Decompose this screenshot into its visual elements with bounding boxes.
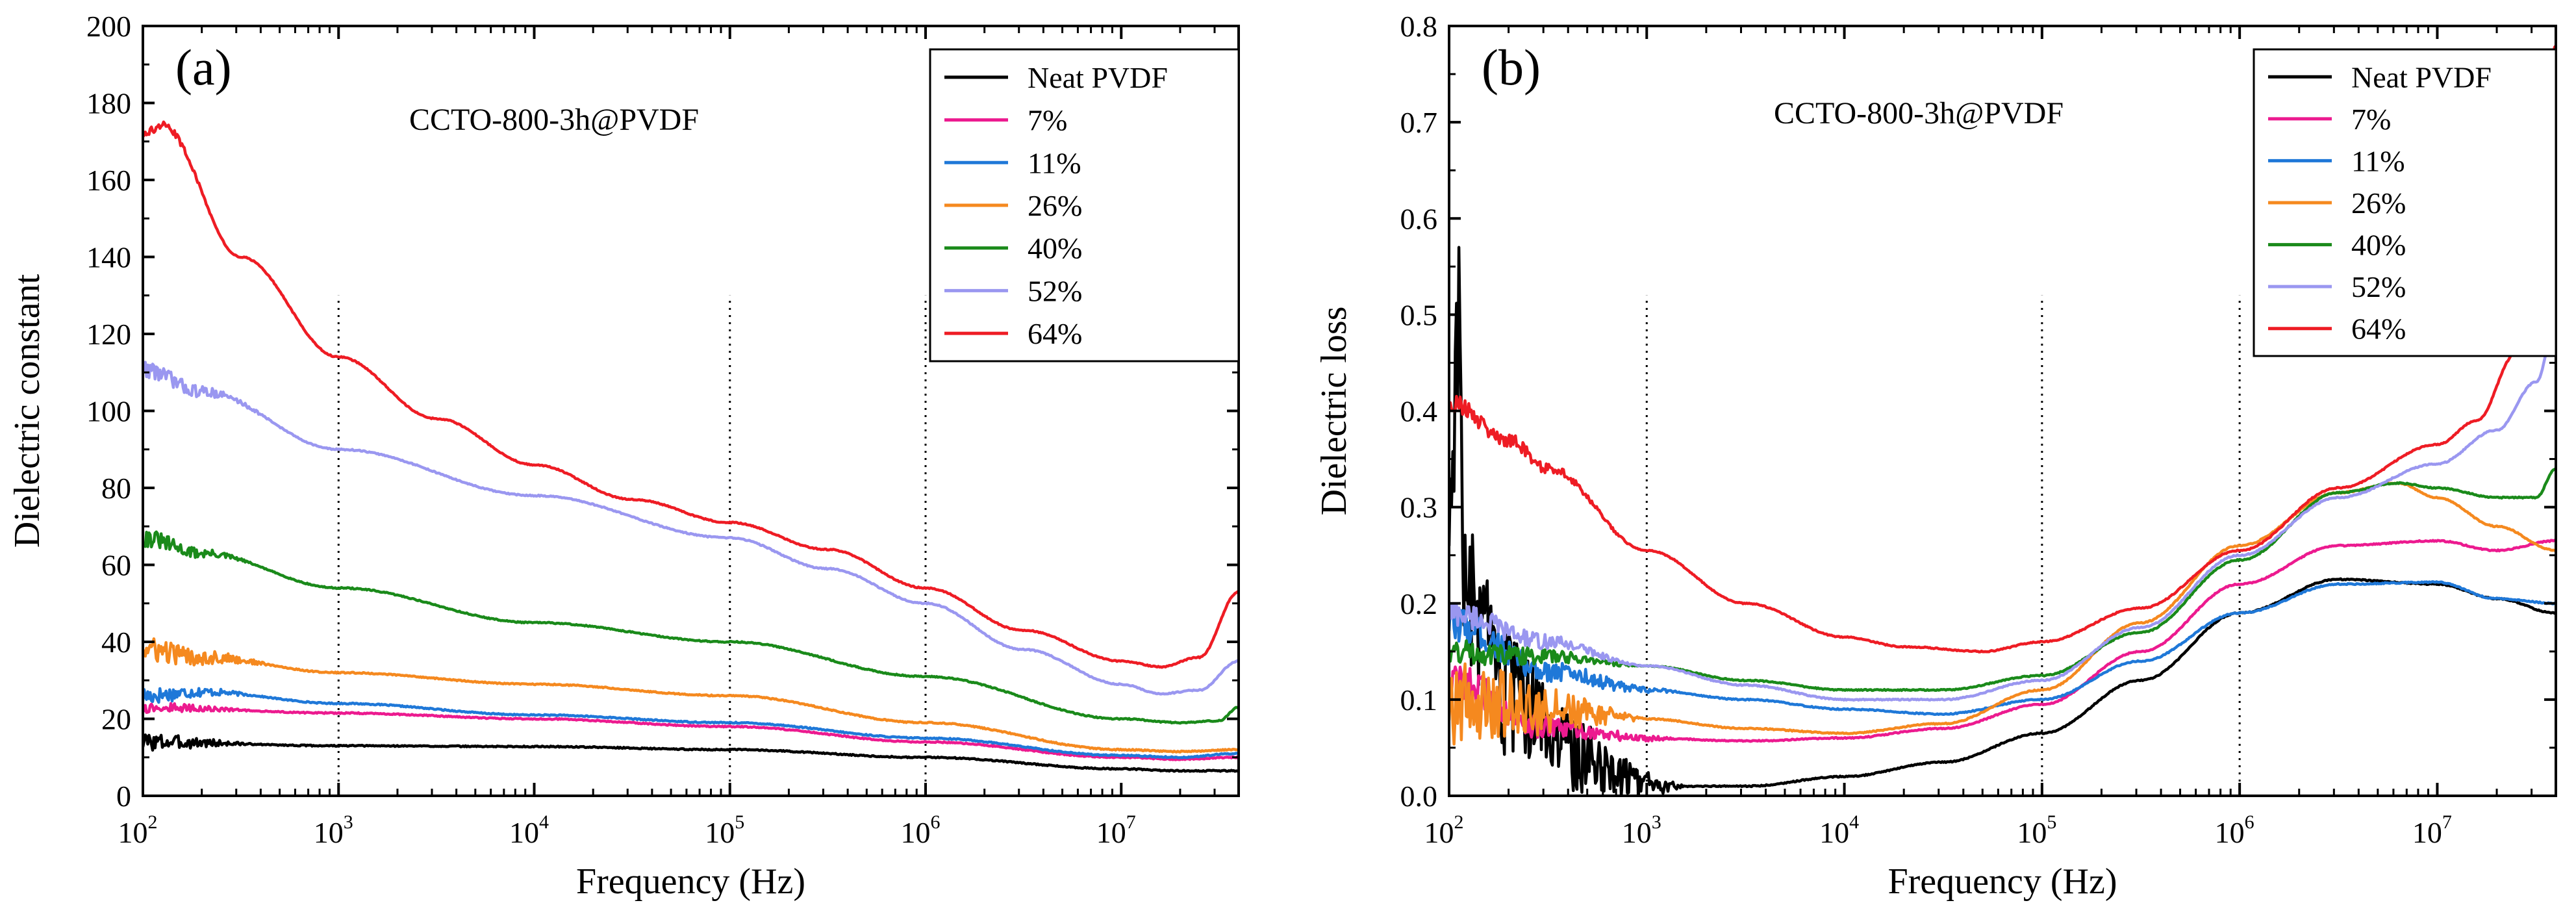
series-line-26 <box>143 637 1239 754</box>
x-tick-label: 102 <box>118 811 158 849</box>
panel-b: 0.0 0.1 0.2 0.3 0.4 0.5 0.6 0.7 0.8 102 103 104 105 1… <box>1314 10 2557 902</box>
panel-label: (a) <box>175 39 232 95</box>
y-tick-label: 0.7 <box>1400 106 1438 139</box>
y-tick-label: 40 <box>101 626 131 659</box>
series-line-11 <box>143 687 1239 759</box>
legend-label: 11% <box>1028 146 1081 179</box>
y-tick-label: 0.4 <box>1400 395 1438 428</box>
legend-label: 64% <box>1028 317 1082 350</box>
x-tick-label: 107 <box>1096 811 1136 849</box>
x-tick-label: 105 <box>2017 811 2056 849</box>
y-tick-label: 160 <box>86 164 131 197</box>
legend-label: 26% <box>1028 189 1082 222</box>
x-tick-label: 107 <box>2412 811 2452 849</box>
y-axis-title: Dielectric loss <box>1314 307 1354 516</box>
x-tick-label: 106 <box>2215 811 2254 849</box>
y-tick-label: 180 <box>86 87 131 120</box>
legend-label: 52% <box>2351 270 2406 303</box>
legend-label: 7% <box>2351 103 2391 136</box>
legend: Neat PVDF 7% 11% 26% 40% 52% 64% <box>2253 48 2557 357</box>
x-axis-title: Frequency (Hz) <box>576 861 805 902</box>
x-tick-label: 105 <box>705 811 744 849</box>
legend: Neat PVDF 7% 11% 26% 40% 52% 64% <box>929 48 1240 363</box>
legend-label: 26% <box>2351 186 2406 220</box>
y-tick-label: 80 <box>101 472 131 505</box>
legend-label: 64% <box>2351 312 2406 346</box>
series-line-40 <box>143 530 1239 725</box>
y-tick-label: 100 <box>86 395 131 428</box>
x-tick-label: 103 <box>1622 811 1661 849</box>
legend-label: 11% <box>2351 144 2405 177</box>
legend-label: 40% <box>2351 229 2406 262</box>
y-tick-label: 0.6 <box>1400 202 1438 235</box>
legend-label: 40% <box>1028 232 1082 265</box>
x-tick-label: 102 <box>1424 811 1464 849</box>
series-line-64 <box>1449 44 2556 654</box>
y-tick-label: 200 <box>86 10 131 43</box>
y-tick-label: 0.2 <box>1400 587 1438 620</box>
series-group <box>1449 44 2556 796</box>
series-line-neat-pvdf <box>1449 246 2556 796</box>
series-line-52 <box>1449 322 2556 702</box>
x-tick-label: 103 <box>314 811 353 849</box>
chart-annotation: CCTO-800-3h@PVDF <box>1774 96 2064 131</box>
y-tick-label: 120 <box>86 318 131 351</box>
y-tick-label: 0.3 <box>1400 491 1438 524</box>
series-line-7 <box>1449 539 2556 743</box>
series-line-11 <box>1449 580 2556 717</box>
legend-label: 7% <box>1028 104 1067 137</box>
y-tick-label: 0.0 <box>1400 780 1438 813</box>
series-line-52 <box>143 361 1239 696</box>
legend-label: Neat PVDF <box>1028 61 1168 94</box>
y-tick-label: 140 <box>86 241 131 274</box>
series-line-40 <box>1449 467 2556 693</box>
y-tick-label: 60 <box>101 549 131 582</box>
panel-a: 0 20 40 60 80 100 120 140 160 180 200 102 103 104 105 1… <box>7 10 1240 902</box>
legend-label: Neat PVDF <box>2351 60 2492 94</box>
chart-annotation: CCTO-800-3h@PVDF <box>409 103 699 137</box>
y-tick-label: 0.5 <box>1400 298 1438 331</box>
series-line-neat-pvdf <box>143 733 1239 773</box>
y-tick-label: 0.1 <box>1400 683 1438 717</box>
x-tick-label: 106 <box>901 811 941 849</box>
x-tick-label: 104 <box>509 811 549 849</box>
y-axis-title: Dielectric constant <box>7 274 47 548</box>
series-line-64 <box>143 120 1239 669</box>
series-group <box>143 120 1239 773</box>
y-tick-label: 20 <box>101 703 131 736</box>
panel-label: (b) <box>1482 39 1541 95</box>
x-axis-title: Frequency (Hz) <box>1888 861 2117 902</box>
x-tick-label: 104 <box>1819 811 1859 849</box>
y-tick-label: 0 <box>116 780 131 813</box>
series-line-7 <box>143 702 1239 761</box>
y-tick-label: 0.8 <box>1400 10 1438 43</box>
legend-label: 52% <box>1028 274 1082 307</box>
